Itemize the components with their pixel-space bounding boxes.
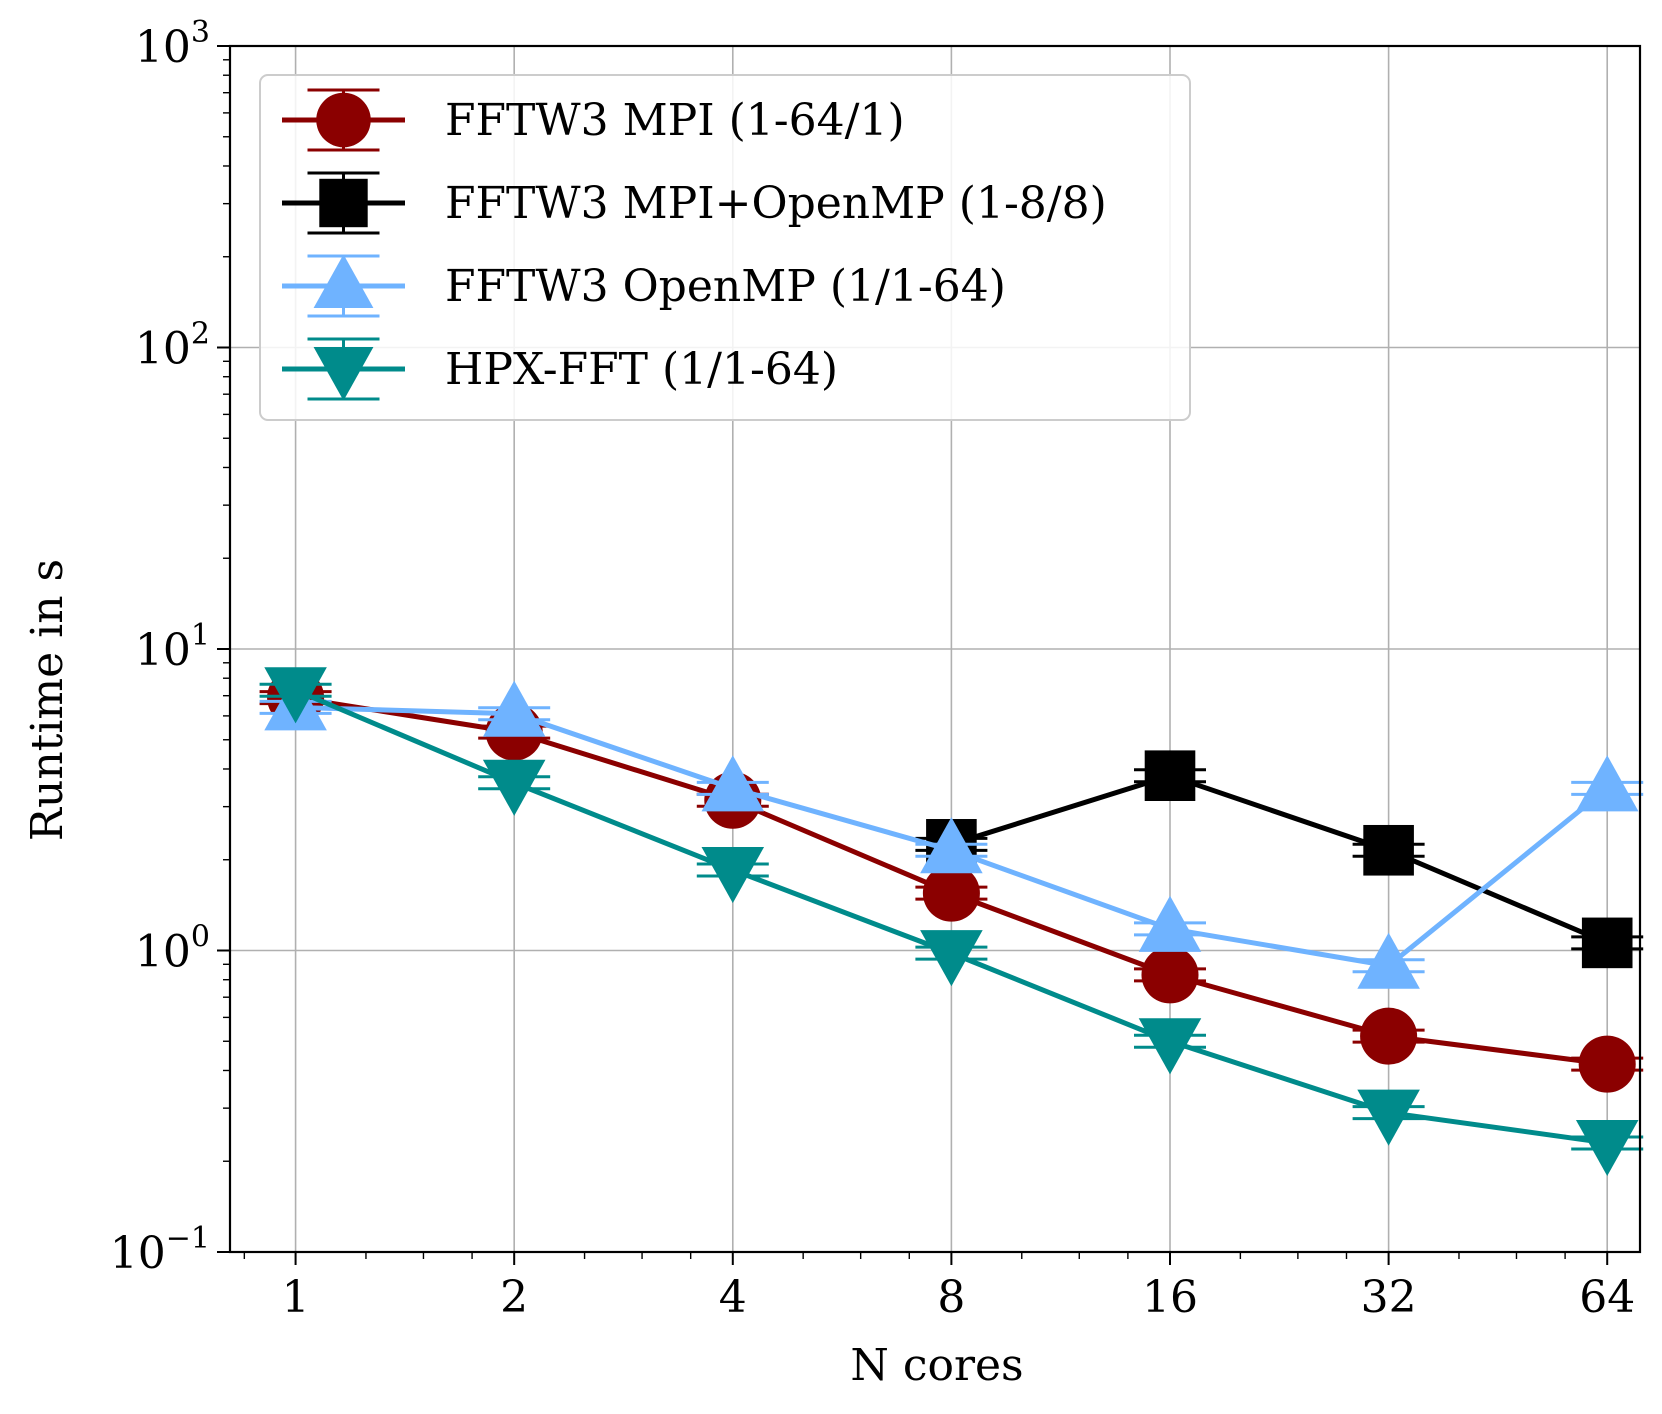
data-point bbox=[701, 846, 765, 904]
y-tick-exponent: 2 bbox=[191, 317, 210, 352]
y-tick-base: 10 bbox=[135, 927, 191, 978]
data-point bbox=[920, 930, 983, 987]
y-tick-label: 103 bbox=[135, 15, 210, 73]
series-3 bbox=[259, 667, 1644, 1177]
data-point bbox=[1360, 1007, 1418, 1065]
y-tick-exponent: 1 bbox=[191, 618, 210, 653]
data-point bbox=[1575, 1119, 1639, 1177]
legend-label: FFTW3 OpenMP (1/1-64) bbox=[445, 261, 1006, 312]
x-tick-label: 64 bbox=[1579, 1272, 1635, 1323]
data-point bbox=[920, 817, 983, 874]
legend-entry: FFTW3 MPI (1-64/1) bbox=[282, 88, 905, 152]
y-tick-base: 10 bbox=[135, 625, 191, 676]
data-point bbox=[1357, 1089, 1420, 1146]
data-point bbox=[1575, 755, 1639, 812]
y-tick-base: 10 bbox=[135, 22, 191, 73]
legend-entry: HPX-FFT (1/1-64) bbox=[282, 337, 838, 401]
y-tick-exponent: −1 bbox=[166, 1221, 210, 1256]
data-point bbox=[1138, 895, 1202, 952]
x-axis-label: N cores bbox=[850, 1340, 1023, 1391]
y-tick-label: 102 bbox=[135, 317, 210, 375]
x-tick-label: 4 bbox=[719, 1272, 747, 1323]
y-tick-label: 10−1 bbox=[110, 1221, 210, 1279]
data-point bbox=[482, 759, 546, 816]
data-point bbox=[701, 755, 765, 812]
data-point bbox=[1138, 1018, 1202, 1075]
series-layer bbox=[259, 667, 1644, 1177]
x-tick-label: 16 bbox=[1142, 1272, 1198, 1323]
legend-entry: FFTW3 MPI+OpenMP (1-8/8) bbox=[282, 171, 1107, 235]
data-point bbox=[1357, 932, 1420, 989]
data-point bbox=[264, 667, 327, 724]
y-axis-label: Runtime in s bbox=[22, 559, 73, 841]
legend-label: HPX-FFT (1/1-64) bbox=[445, 344, 838, 395]
legend-label: FFTW3 MPI+OpenMP (1-8/8) bbox=[445, 178, 1107, 229]
x-tick-label: 1 bbox=[282, 1272, 310, 1323]
legend-marker bbox=[313, 347, 374, 401]
y-tick-base: 10 bbox=[135, 324, 191, 375]
legend-marker bbox=[313, 254, 374, 308]
legend-label: FFTW3 MPI (1-64/1) bbox=[445, 95, 905, 146]
legend-entry: FFTW3 OpenMP (1/1-64) bbox=[282, 254, 1006, 318]
data-point bbox=[482, 680, 546, 737]
y-tick-label: 100 bbox=[135, 920, 210, 978]
data-point bbox=[1578, 1035, 1636, 1093]
y-tick-base: 10 bbox=[110, 1228, 166, 1279]
legend-box bbox=[259, 74, 1191, 421]
y-tick-exponent: 0 bbox=[191, 920, 210, 955]
y-tick-label: 101 bbox=[135, 618, 210, 676]
data-point bbox=[1144, 750, 1196, 801]
data-point bbox=[922, 864, 980, 922]
data-point bbox=[1141, 946, 1199, 1004]
legend-marker bbox=[316, 92, 371, 148]
x-tick-label: 2 bbox=[500, 1272, 528, 1323]
data-point bbox=[1581, 917, 1633, 969]
series-line bbox=[950, 773, 1609, 946]
legend: FFTW3 MPI (1-64/1) FFTW3 MPI+OpenMP (1-8/… bbox=[259, 74, 1191, 421]
x-tick-label: 32 bbox=[1361, 1272, 1417, 1323]
x-tick-label: 8 bbox=[937, 1272, 965, 1323]
legend-marker bbox=[319, 178, 368, 228]
data-point bbox=[1363, 824, 1414, 876]
y-tick-exponent: 3 bbox=[191, 15, 210, 50]
